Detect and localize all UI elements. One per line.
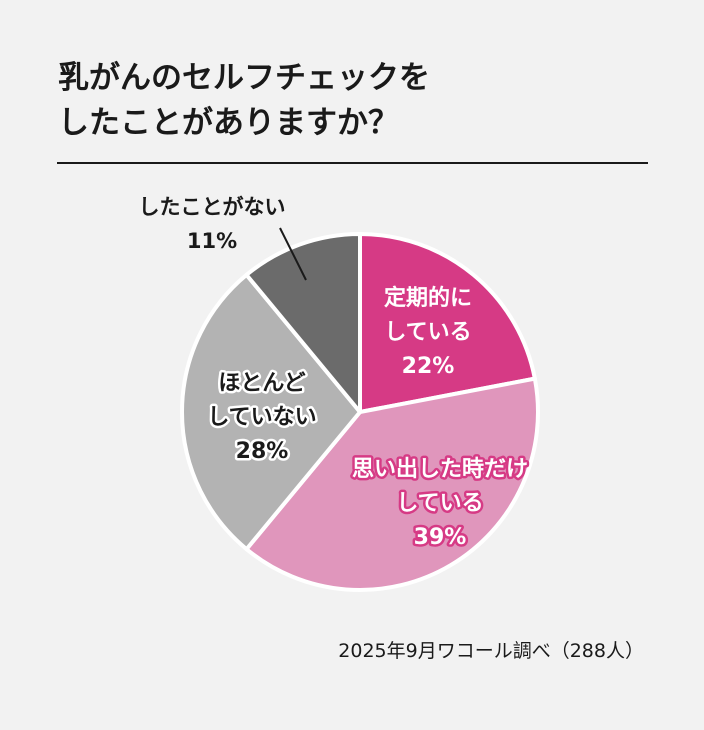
pie-slice-3 [180, 272, 362, 552]
slice-value-label-2: 39% [414, 525, 467, 550]
slice-value-label-1: 22% [402, 354, 455, 379]
slice-category-label-2: している [396, 491, 483, 516]
slice-category-label-4: したことがない [139, 195, 286, 219]
title-line-2: したことがありますか？ [58, 105, 399, 141]
slice-category-label-1: している [384, 320, 471, 345]
title-divider [57, 162, 648, 164]
pie-slice-2 [244, 376, 540, 592]
pie-slice-4 [244, 232, 362, 414]
source-note: 2025年9月ワコール調べ（288人） [338, 640, 644, 662]
slice-category-label-2: 思い出した時だけ [352, 457, 528, 482]
slice-value-label-3: 28% [236, 439, 289, 464]
slice-category-label-3: ほとんど [218, 371, 305, 396]
chart-title: 乳がんのセルフチェックを したことがありますか？ [58, 56, 430, 146]
slice-category-label-1: 定期的に [384, 285, 472, 311]
slice-category-label-3: していない [207, 405, 316, 430]
slice-value-label-4: 11% [187, 229, 237, 253]
title-line-1: 乳がんのセルフチェックを [58, 60, 430, 96]
pie-slice-1 [358, 232, 537, 414]
leader-line-slice-4 [279, 227, 307, 281]
